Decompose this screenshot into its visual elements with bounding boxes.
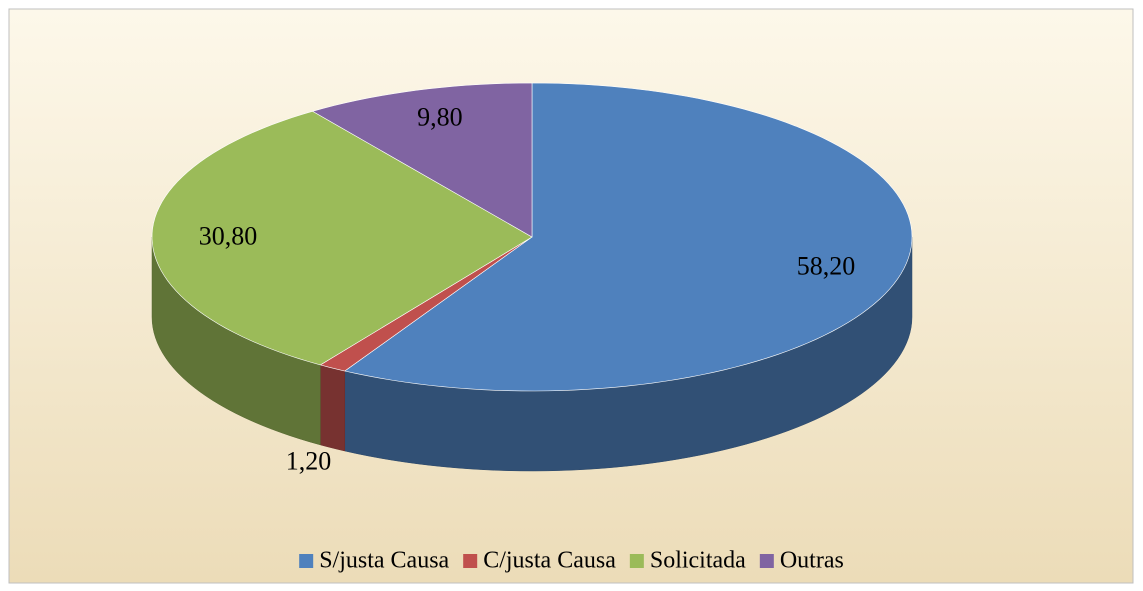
legend-swatch bbox=[299, 554, 314, 568]
legend-label: Solicitada bbox=[650, 548, 746, 574]
data-label: 1,20 bbox=[286, 447, 332, 476]
slice-top bbox=[311, 82, 533, 238]
legend-label: Outras bbox=[780, 548, 844, 574]
legend-label: C/justa Causa bbox=[483, 548, 616, 574]
slice-side bbox=[320, 364, 346, 452]
pie-slice bbox=[311, 82, 533, 238]
legend-item: Solicitada bbox=[629, 548, 746, 574]
legend-item: S/justa Causa bbox=[299, 548, 450, 574]
pie-slice bbox=[151, 110, 533, 446]
slice-top bbox=[344, 82, 913, 392]
legend-swatch bbox=[629, 554, 644, 568]
data-label: 9,80 bbox=[417, 103, 463, 132]
data-label: 30,80 bbox=[199, 222, 258, 251]
legend-swatch bbox=[759, 554, 774, 568]
data-label: 58,20 bbox=[797, 251, 856, 280]
legend-item: Outras bbox=[759, 548, 844, 574]
slice-top bbox=[151, 110, 533, 366]
legend-item: C/justa Causa bbox=[463, 548, 616, 574]
legend-swatch bbox=[463, 554, 478, 568]
legend-label: S/justa Causa bbox=[319, 548, 449, 574]
